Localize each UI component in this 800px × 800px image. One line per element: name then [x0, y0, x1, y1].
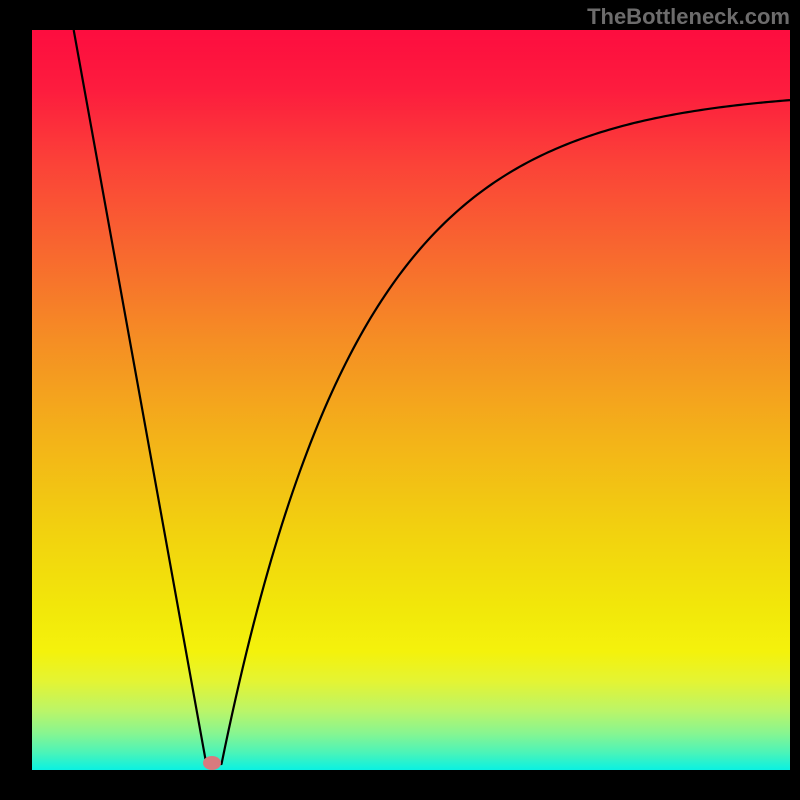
minimum-marker — [203, 756, 221, 770]
plot-area — [32, 30, 790, 770]
curve-layer — [32, 30, 790, 770]
bottleneck-curve — [74, 30, 790, 764]
watermark: TheBottleneck.com — [587, 4, 790, 30]
